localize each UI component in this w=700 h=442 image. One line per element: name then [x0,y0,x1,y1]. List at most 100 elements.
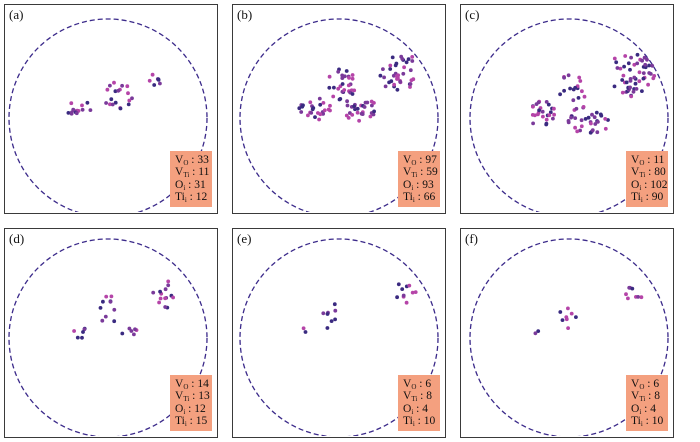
defect-dot [166,283,171,288]
defect-dot [327,85,332,90]
panel-b: (b) VO : 97 VTi : 59 Oi : 93 Tii : 66 [232,4,446,214]
defect-dot [350,76,355,81]
defect-dot [297,106,302,111]
defect-dot [392,82,396,87]
defect-dot [331,94,336,99]
defect-dot [413,290,418,294]
defect-dot [166,279,171,284]
defect-dot [603,117,608,121]
defect-dot [575,129,580,134]
defect-dot [640,58,644,63]
defect-dot [551,116,555,121]
defect-dot [355,110,360,115]
defect-dot [383,84,388,89]
scatter-e [239,238,439,436]
defect-dot [81,330,85,334]
defect-dot [590,128,595,133]
defect-dot [357,118,361,123]
defect-dot [112,319,117,324]
defect-dot [395,77,399,81]
defect-dot [573,125,577,130]
defect-dot [583,117,588,121]
defect-dot [301,326,306,331]
defect-dot [157,300,162,305]
defect-dot [303,330,308,334]
defect-dot [624,80,629,85]
defect-dot [350,73,355,77]
defect-dot [309,111,314,115]
defect-dot [569,115,573,120]
defect-dot [395,87,400,92]
defect-dot [325,312,330,316]
defect-dot [569,311,574,316]
defect-dot [71,107,76,112]
defect-dot [647,63,651,68]
defect-dot [85,100,90,105]
defect-dot [388,63,393,68]
defect-dot [552,106,556,111]
defect-dot [626,296,630,301]
defect-dot [396,282,401,287]
defect-dot [531,104,535,109]
defect-dot [615,66,620,70]
defect-dot [120,331,125,336]
defect-dot [566,120,571,125]
defect-dot [632,62,637,67]
defect-dot [558,310,563,314]
defect-dot [359,111,364,116]
defect-dot [620,78,625,82]
defect-dot [321,101,326,105]
defect-dot [534,102,539,106]
scatter-a [8,18,208,212]
defect-dot [350,113,355,117]
defect-dot [568,86,572,91]
defect-dot [400,287,405,291]
defect-dot [74,111,79,116]
defect-dot [579,118,584,123]
defect-dot [592,115,597,120]
legend-row-vti: VTi : 11 [175,166,210,180]
defect-dot [629,55,633,60]
defect-dot [394,74,399,79]
defect-dot [125,84,130,89]
defect-dot [350,92,355,96]
defect-dot [332,302,337,307]
defect-dot [108,102,112,107]
defect-dot [342,74,347,79]
defect-dot [101,299,105,304]
defect-dot [578,79,583,83]
boundary-circle [469,238,669,436]
defect-dot [637,79,642,84]
defect-dot [158,296,163,301]
defect-dot [80,103,84,108]
defect-dot [566,326,570,330]
defect-dot [650,63,655,68]
defect-dot [344,113,349,118]
defect-dot [622,64,626,69]
legend-row-vti: VTi : 59 [403,166,438,180]
defect-dot [329,319,334,323]
defect-dot [126,91,130,96]
legend-row-ti: Tii : 12 [175,191,208,205]
defect-dot [544,100,549,104]
defect-dot [630,286,635,291]
defect-dot [636,295,640,299]
defect-dot [344,69,349,73]
defect-dot [389,79,394,84]
defect-dot [325,326,330,330]
defect-dot [98,306,103,310]
defect-dot [120,83,124,88]
defect-dot [634,87,639,91]
defect-dot [126,102,131,107]
defect-dot [163,305,168,309]
defect-dot [596,120,600,124]
defect-dot [133,327,137,332]
panel-label: (a) [9,7,24,22]
count-legend: VO : 33 VTi : 11 Oi : 31 Tii : 12 [170,150,212,207]
defect-dot [598,112,603,117]
defect-dot [104,294,109,299]
defect-dot [337,97,342,102]
defect-dot [581,105,586,109]
defect-dot [130,96,134,101]
defect-dot [152,83,157,87]
